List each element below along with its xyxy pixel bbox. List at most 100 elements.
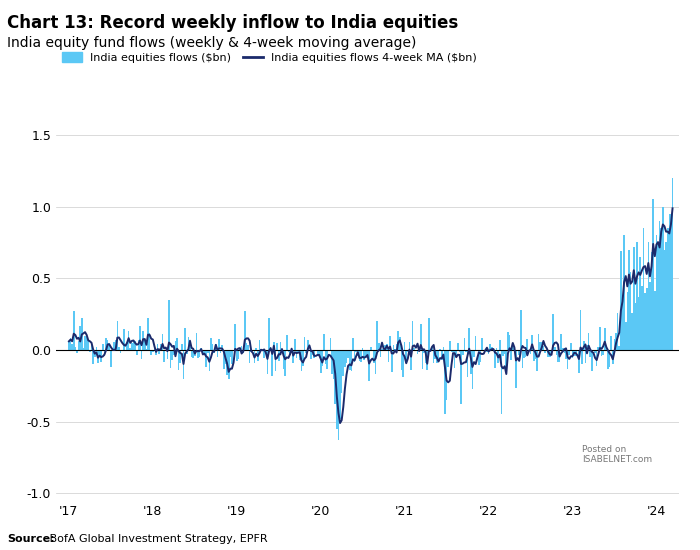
Bar	[635, 304, 636, 350]
Bar	[398, 332, 399, 350]
Bar	[562, 348, 564, 350]
Bar	[142, 332, 144, 350]
Bar	[149, 333, 150, 350]
Bar	[606, 349, 607, 350]
Bar	[382, 349, 383, 350]
Bar	[298, 350, 299, 352]
Bar	[447, 350, 449, 367]
Bar	[379, 350, 382, 358]
Bar	[253, 350, 256, 364]
Bar	[412, 321, 414, 350]
Bar	[342, 350, 344, 376]
Bar	[404, 342, 405, 350]
Bar	[373, 350, 374, 363]
Bar	[153, 345, 155, 350]
Bar	[636, 243, 638, 350]
Bar	[465, 350, 467, 351]
Bar	[276, 343, 278, 350]
Bar	[211, 344, 214, 350]
Bar	[374, 350, 377, 373]
Bar	[139, 326, 141, 350]
Bar	[247, 345, 249, 350]
Bar	[498, 350, 499, 363]
Bar	[402, 350, 404, 377]
Bar	[218, 339, 220, 350]
Bar	[272, 350, 273, 376]
Bar	[312, 350, 314, 355]
Bar	[644, 294, 646, 350]
Bar	[643, 228, 644, 350]
Bar	[88, 340, 89, 350]
Bar	[591, 350, 593, 371]
Bar	[416, 350, 419, 354]
Bar	[633, 247, 635, 350]
Bar	[657, 243, 659, 350]
Bar	[599, 327, 601, 350]
Bar	[204, 350, 205, 355]
Bar	[230, 350, 231, 357]
Bar	[134, 340, 136, 350]
Bar	[73, 311, 75, 350]
Bar	[163, 350, 165, 361]
Bar	[184, 328, 186, 350]
Bar	[421, 350, 424, 368]
Bar	[150, 350, 152, 355]
Bar	[209, 350, 210, 371]
Bar	[668, 214, 670, 350]
Bar	[246, 343, 247, 350]
Bar	[419, 350, 420, 351]
Bar	[221, 345, 223, 350]
Bar	[302, 350, 304, 366]
Bar	[522, 350, 524, 368]
Bar	[617, 312, 619, 350]
Bar	[602, 350, 604, 355]
Bar	[226, 350, 228, 375]
Bar	[326, 350, 328, 369]
Bar	[346, 350, 347, 362]
Bar	[252, 350, 253, 351]
Bar	[507, 332, 509, 350]
Bar	[622, 297, 623, 350]
Bar	[279, 343, 281, 350]
Bar	[433, 350, 435, 362]
Bar	[559, 350, 561, 362]
Bar	[360, 350, 362, 362]
Bar	[489, 344, 491, 350]
Bar	[659, 221, 660, 350]
Bar	[256, 348, 257, 350]
Bar	[499, 340, 500, 350]
Bar	[449, 341, 451, 350]
Text: Posted on
ISABELNET.com: Posted on ISABELNET.com	[582, 445, 652, 464]
Bar	[544, 350, 546, 353]
Legend: India equities flows ($bn), India equities flows 4-week MA ($bn): India equities flows ($bn), India equiti…	[62, 52, 477, 63]
Bar	[71, 344, 73, 350]
Bar	[484, 350, 486, 351]
Bar	[331, 350, 332, 375]
Bar	[92, 350, 94, 364]
Bar	[389, 336, 391, 350]
Bar	[441, 350, 442, 360]
Bar	[646, 288, 648, 350]
Bar	[565, 350, 567, 359]
Bar	[299, 350, 300, 360]
Bar	[395, 344, 398, 350]
Bar	[430, 350, 431, 352]
Bar	[79, 326, 81, 350]
Bar	[672, 178, 673, 350]
Bar	[405, 350, 407, 363]
Bar	[70, 338, 71, 350]
Bar	[133, 340, 134, 350]
Bar	[470, 350, 472, 374]
Bar	[136, 350, 137, 355]
Bar	[656, 235, 657, 350]
Bar	[160, 344, 162, 350]
Bar	[225, 350, 226, 364]
Bar	[304, 337, 305, 350]
Bar	[231, 350, 232, 365]
Bar	[81, 318, 83, 350]
Bar	[173, 350, 174, 355]
Bar	[197, 350, 199, 359]
Bar	[341, 350, 342, 393]
Bar	[577, 350, 578, 351]
Bar	[475, 336, 477, 350]
